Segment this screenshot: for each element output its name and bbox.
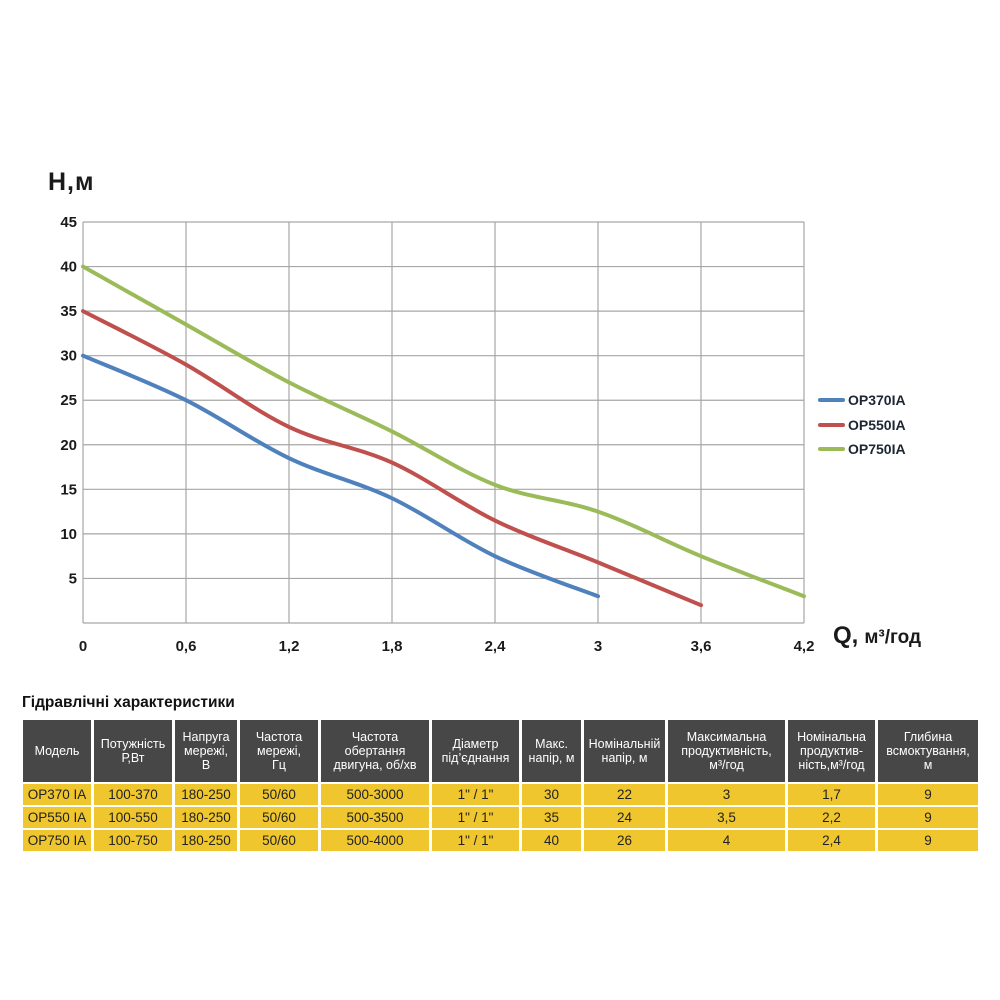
legend-label: OP550IA (848, 416, 906, 433)
table-cell: 500-3500 (321, 807, 429, 828)
header-cell: Діаметр під’єднання (432, 720, 519, 782)
table-cell: 1" / 1" (432, 807, 519, 828)
table-cell: 24 (584, 807, 665, 828)
legend-item-OP750IA: OP750IA (818, 437, 906, 462)
x-tick-label: 3,6 (691, 638, 712, 655)
table-cell: 35 (522, 807, 581, 828)
header-cell: Номінальна продуктив- ність,м³/год (788, 720, 875, 782)
x-axis-title-unit: м³/год (864, 627, 922, 648)
header-cell: Глибина всмоктування, м (878, 720, 978, 782)
header-cell: Макс. напір, м (522, 720, 581, 782)
y-tick-label: 5 (69, 570, 77, 587)
legend-label: OP750IA (848, 441, 906, 458)
legend-line-icon (818, 447, 845, 452)
header-cell: Потужність Р,Вт (94, 720, 172, 782)
table-cell: 500-3000 (321, 784, 429, 805)
legend-item-OP550IA: OP550IA (818, 413, 906, 438)
pump-curves-chart: H,м 5 10 15 20 25 30 35 40 45 0 0,6 1,2 1,8 2,4 3 3,6 4,… (48, 168, 921, 655)
legend-line-icon (818, 398, 845, 403)
table-cell: 9 (878, 807, 978, 828)
table-cell: 3,5 (668, 807, 785, 828)
y-tick-label: 25 (60, 392, 77, 409)
curve-OP750IA (81, 264, 806, 599)
chart-legend: OP370IA OP550IA OP750IA (818, 388, 906, 462)
table-title: Гідравлічні характеристики (22, 694, 235, 711)
table-cell: 9 (878, 784, 978, 805)
table-cell: 50/60 (240, 830, 318, 851)
table-cell: 2,4 (788, 830, 875, 851)
y-tick-label: 15 (60, 481, 77, 498)
legend-item-OP370IA: OP370IA (818, 388, 906, 413)
header-cell: Максимальна продуктивність, м³/год (668, 720, 785, 782)
table-cell: 180-250 (175, 807, 237, 828)
table-cell: 26 (584, 830, 665, 851)
x-axis-title: Q, м³/год (833, 622, 921, 650)
table-cell: OP750 IA (23, 830, 91, 851)
table-cell: 3 (668, 784, 785, 805)
legend-label: OP370IA (848, 392, 906, 409)
y-tick-label: 35 (60, 303, 77, 320)
table-row: OP750 IA 100-750 180-250 50/60 500-4000 1" / … (23, 830, 978, 851)
table-cell: 1" / 1" (432, 784, 519, 805)
table-cell: 1,7 (788, 784, 875, 805)
chart-plot-area: 5 10 15 20 25 30 35 40 45 0 0,6 1,2 1,8 2,4 3 3,6 4,2 (60, 214, 815, 655)
table-row: OP370 IA 100-370 180-250 50/60 500-3000 1" / … (23, 784, 978, 805)
table-cell: 22 (584, 784, 665, 805)
x-tick-label: 2,4 (485, 638, 507, 655)
header-cell: Напруга мережі, В (175, 720, 237, 782)
header-cell: Частота мережі, Гц (240, 720, 318, 782)
table-cell: 50/60 (240, 784, 318, 805)
legend-line-icon (818, 422, 845, 427)
table-cell: 9 (878, 830, 978, 851)
table-cell: 40 (522, 830, 581, 851)
x-tick-label: 0 (79, 638, 87, 655)
y-tick-label: 40 (60, 259, 77, 276)
x-tick-label: 4,2 (794, 638, 815, 655)
curve-OP370IA (81, 353, 600, 599)
table-row: OP550 IA 100-550 180-250 50/60 500-3500 1" / … (23, 807, 978, 828)
x-tick-label: 1,2 (279, 638, 300, 655)
y-tick-label: 20 (60, 437, 77, 454)
table-cell: OP550 IA (23, 807, 91, 828)
table-cell: 30 (522, 784, 581, 805)
table-cell: 100-370 (94, 784, 172, 805)
table-cell: 500-4000 (321, 830, 429, 851)
hydraulic-specs-section: Гідравлічні характеристики Модель Потужні… (20, 694, 982, 853)
x-tick-label: 1,8 (382, 638, 403, 655)
table-cell: OP370 IA (23, 784, 91, 805)
y-tick-label: 45 (60, 214, 77, 231)
y-tick-label: 10 (60, 526, 77, 543)
table-cell: 100-750 (94, 830, 172, 851)
x-tick-label: 3 (594, 638, 602, 655)
y-tick-label: 30 (60, 348, 77, 365)
curve-OP550IA (81, 309, 703, 608)
table-cell: 180-250 (175, 830, 237, 851)
table-cell: 2,2 (788, 807, 875, 828)
header-cell: Частота обертання двигуна, об/хв (321, 720, 429, 782)
header-row: Модель Потужність Р,Вт Напруга мережі, В Ча… (23, 720, 978, 782)
table-cell: 100-550 (94, 807, 172, 828)
table-cell: 50/60 (240, 807, 318, 828)
header-cell: Модель (23, 720, 91, 782)
header-cell: Номінальній напір, м (584, 720, 665, 782)
x-axis-title-q: Q, (833, 622, 859, 649)
spec-table: Модель Потужність Р,Вт Напруга мережі, В Ча… (20, 718, 981, 853)
x-tick-label: 0,6 (176, 638, 197, 655)
table-cell: 180-250 (175, 784, 237, 805)
y-axis-title: H,м (48, 168, 95, 196)
table-cell: 4 (668, 830, 785, 851)
table-cell: 1" / 1" (432, 830, 519, 851)
